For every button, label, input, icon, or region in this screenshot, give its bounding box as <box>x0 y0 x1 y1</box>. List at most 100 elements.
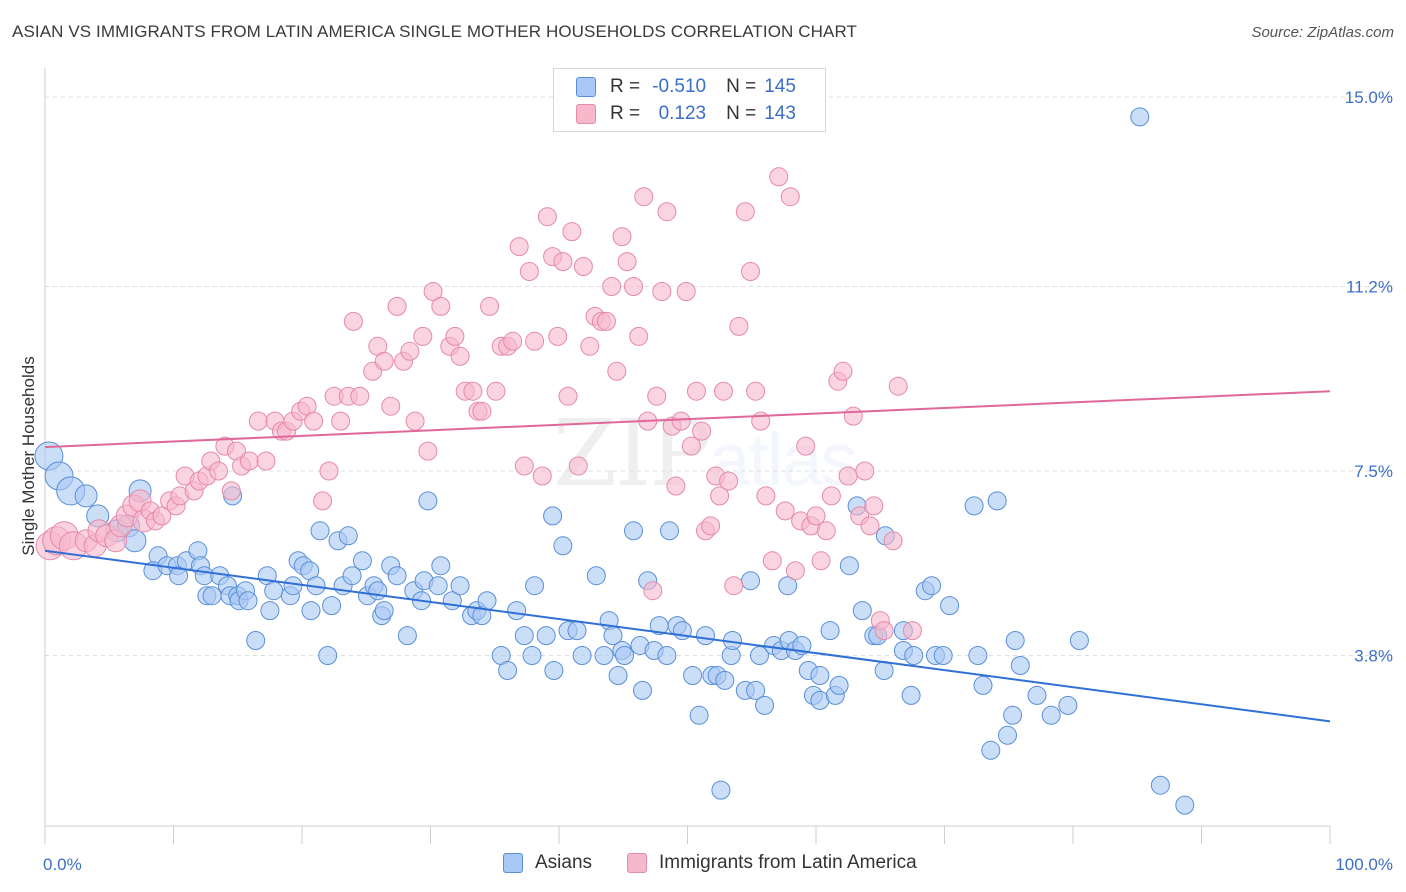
point-immigrants <box>806 506 826 526</box>
point-immigrants <box>902 621 922 641</box>
point-asians <box>498 661 518 680</box>
legend-label-immigrants: Immigrants from Latin America <box>659 852 917 873</box>
point-asians <box>829 675 849 695</box>
point-immigrants <box>418 441 438 461</box>
point-immigrants <box>612 227 632 247</box>
point-immigrants <box>343 311 363 331</box>
point-immigrants <box>874 621 894 641</box>
point-immigrants <box>681 436 701 456</box>
point-immigrants <box>729 316 749 336</box>
point-immigrants <box>413 326 433 346</box>
point-immigrants <box>746 381 766 401</box>
point-immigrants <box>624 277 643 296</box>
point-immigrants <box>431 296 451 316</box>
point-immigrants <box>472 401 492 421</box>
point-asians <box>1003 705 1023 725</box>
point-immigrants <box>762 551 782 571</box>
point-asians <box>660 521 679 541</box>
point-asians <box>246 631 266 650</box>
point-immigrants <box>209 461 228 481</box>
point-asians <box>1027 685 1047 705</box>
point-asians <box>450 576 470 596</box>
source-credit: Source: ZipAtlas.com <box>1251 24 1394 41</box>
point-immigrants <box>671 411 691 431</box>
point-asians <box>553 536 573 556</box>
point-immigrants <box>883 531 903 551</box>
legend-row-immigrants: R = 0.123 N = 143 <box>576 102 796 126</box>
point-asians <box>1150 775 1170 795</box>
point-asians <box>169 566 189 586</box>
legend-swatch-immigrants <box>627 853 647 873</box>
point-immigrants <box>519 262 539 281</box>
point-immigrants <box>568 456 588 476</box>
point-asians <box>973 675 993 695</box>
point-asians <box>507 601 527 621</box>
point-asians <box>696 626 715 646</box>
point-immigrants <box>724 576 744 596</box>
legend-r-label: R = <box>610 103 641 124</box>
point-asians <box>820 621 840 641</box>
trend-line-asians <box>44 549 1331 723</box>
point-immigrants <box>532 466 552 486</box>
point-asians <box>431 556 451 576</box>
point-immigrants <box>833 361 853 381</box>
point-immigrants <box>525 331 545 351</box>
point-asians <box>657 646 677 665</box>
chart-title: ASIAN VS IMMIGRANTS FROM LATIN AMERICA S… <box>12 22 857 41</box>
legend-n-value: 143 <box>764 103 796 124</box>
point-immigrants <box>486 381 506 401</box>
point-asians <box>338 526 358 546</box>
point-immigrants <box>769 167 789 187</box>
point-immigrants <box>860 516 880 536</box>
y-tick-label: 15.0% <box>1345 88 1393 107</box>
point-immigrants <box>643 581 663 601</box>
point-immigrants <box>239 451 259 471</box>
point-immigrants <box>785 561 805 581</box>
point-immigrants <box>537 207 557 227</box>
point-asians <box>874 661 894 680</box>
point-immigrants <box>652 282 672 301</box>
point-immigrants <box>374 351 394 371</box>
point-immigrants <box>503 331 523 351</box>
point-asians <box>544 661 564 680</box>
point-asians <box>940 596 960 616</box>
point-asians <box>260 601 280 621</box>
legend-r-label: R = <box>610 76 641 97</box>
point-immigrants <box>400 341 420 361</box>
correlation-legend: R = -0.510 N = 145 R = 0.123 N = 143 <box>553 68 826 132</box>
point-asians <box>477 591 497 611</box>
point-immigrants <box>864 496 884 516</box>
point-asians <box>514 626 534 646</box>
point-immigrants <box>480 296 500 316</box>
point-immigrants <box>811 551 831 571</box>
point-immigrants <box>647 386 667 406</box>
point-asians <box>904 646 924 665</box>
point-asians <box>238 591 258 611</box>
y-tick-label: 7.5% <box>1354 462 1393 481</box>
legend-item-immigrants[interactable]: Immigrants from Latin America <box>627 852 917 874</box>
point-immigrants <box>676 282 696 301</box>
point-asians <box>428 576 448 596</box>
legend-item-asians[interactable]: Asians <box>503 852 592 874</box>
point-immigrants <box>509 237 529 257</box>
point-asians <box>310 521 330 541</box>
point-immigrants <box>331 411 351 431</box>
point-immigrants <box>248 411 268 431</box>
point-immigrants <box>313 491 333 511</box>
point-asians <box>683 666 703 685</box>
point-immigrants <box>580 336 600 356</box>
point-immigrants <box>445 326 465 346</box>
point-asians <box>746 680 766 700</box>
point-asians <box>933 646 953 665</box>
point-asians <box>1069 631 1089 650</box>
point-asians <box>387 566 407 586</box>
point-immigrants <box>816 521 836 541</box>
point-asians <box>1058 695 1078 715</box>
point-asians <box>711 780 731 800</box>
legend-n-label: N = <box>726 76 757 97</box>
point-immigrants <box>701 516 721 536</box>
point-immigrants <box>888 376 908 396</box>
point-immigrants <box>553 252 573 272</box>
point-asians <box>615 646 634 665</box>
point-immigrants <box>562 222 582 242</box>
